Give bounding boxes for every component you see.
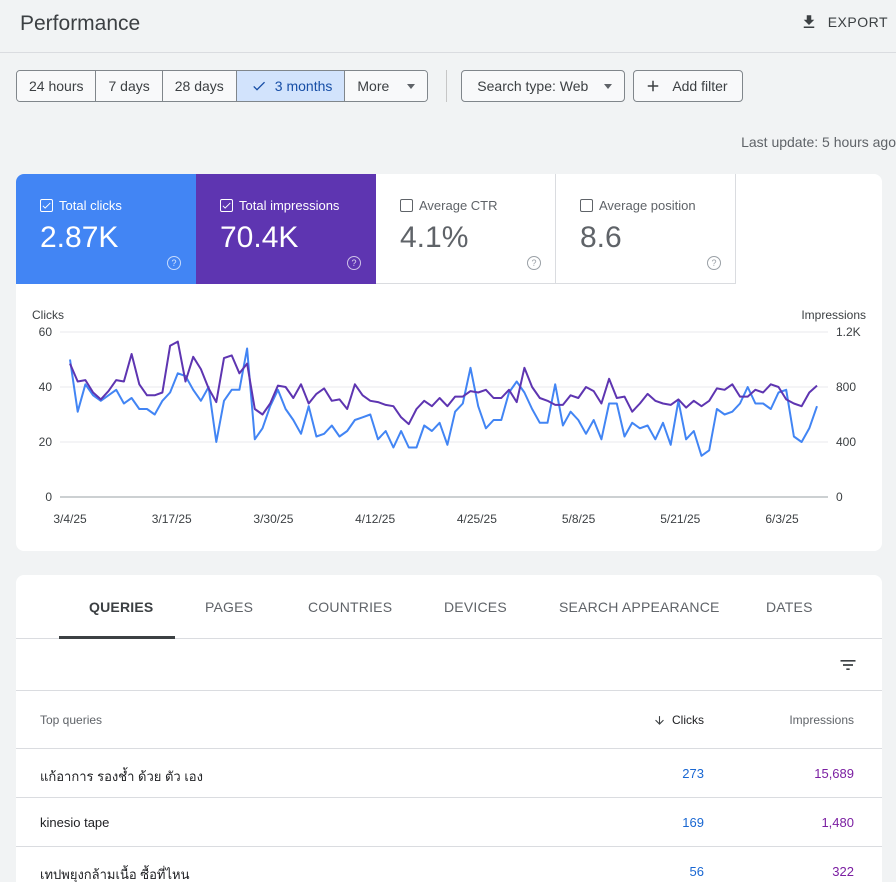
y-tick-label-left: 0 [45,490,52,504]
range-28-days[interactable]: 28 days [162,71,237,101]
plus-icon [648,80,659,92]
tab-queries[interactable]: QUERIES [89,599,154,615]
impressions-value: 322 [832,864,854,879]
top-bar: Performance EXPORT [0,0,896,53]
metric-total-clicks[interactable]: Total clicks 2.87K ? [16,174,196,284]
query-text: เทปพยุงกล้ามเนื้อ ซื้อที่ไหน [40,867,190,882]
filter-bar: 24 hours 7 days 28 days 3 months More Se… [16,70,743,102]
column-header-clicks[interactable]: Clicks [653,713,704,727]
metric-value: 70.4K [220,221,299,254]
check-icon [253,81,265,91]
y-tick-label-left: 60 [39,325,53,339]
checkbox-unchecked-icon[interactable] [580,199,593,212]
checkbox-unchecked-icon[interactable] [400,199,413,212]
column-header-queries: Top queries [40,713,103,727]
range-label: 28 days [174,78,224,94]
search-type-label: Search type: Web [477,78,589,94]
y-tick-label-right: 1.2K [836,325,861,339]
metric-value: 4.1% [400,221,469,254]
metric-value: 8.6 [580,221,622,254]
range-label: 7 days [108,78,150,94]
tab-pages[interactable]: PAGES [205,599,254,615]
clicks-value: 169 [682,815,704,830]
tab-devices[interactable]: DEVICES [444,599,507,615]
clicks-value: 273 [682,766,704,781]
page-title: Performance [20,12,141,35]
y-tick-label-left: 20 [39,435,53,449]
dimensions-card: QUERIES PAGES COUNTRIES DEVICES SEARCH A… [16,575,882,882]
metric-label: Average CTR [419,198,498,213]
range-label: 24 hours [29,78,84,94]
metric-label: Average position [599,198,696,213]
x-tick-label: 6/3/25 [765,512,799,526]
metric-label: Total clicks [59,198,122,213]
y-axis-left-title: Clicks [32,308,64,322]
table-row[interactable]: kinesio tape 169 1,480 [16,798,882,847]
range-3-months[interactable]: 3 months [236,71,346,101]
tab-search-appearance[interactable]: SEARCH APPEARANCE [559,599,720,615]
help-icon[interactable]: ? [167,256,181,270]
metric-average-ctr[interactable]: Average CTR 4.1% ? [376,174,556,284]
tab-dates[interactable]: DATES [766,599,813,615]
x-tick-label: 5/8/25 [562,512,596,526]
export-button[interactable]: EXPORT [800,13,888,31]
table-header: Top queries Clicks Impressions [16,691,882,749]
metric-total-impressions[interactable]: Total impressions 70.4K ? [196,174,376,284]
range-more-dropdown[interactable]: More [345,71,428,101]
arrow-down-icon [655,715,664,725]
range-label: More [357,78,390,94]
caret-down-icon [604,83,613,89]
search-type-dropdown[interactable]: Search type: Web [461,70,626,102]
range-24-hours[interactable]: 24 hours [17,71,97,101]
checkbox-checked-icon[interactable] [220,199,233,212]
export-label: EXPORT [827,14,888,30]
x-tick-label: 4/25/25 [457,512,497,526]
checkbox-checked-icon[interactable] [40,199,53,212]
y-axis-right-title: Impressions [801,308,866,322]
x-tick-label: 3/17/25 [152,512,192,526]
impressions-value: 1,480 [821,815,854,830]
active-tab-indicator [59,636,175,639]
query-text: kinesio tape [40,815,110,830]
clicks-header-label: Clicks [672,713,704,727]
date-range-selector: 24 hours 7 days 28 days 3 months More [16,70,429,102]
help-icon[interactable]: ? [707,256,721,270]
x-tick-label: 3/30/25 [253,512,293,526]
add-filter-button[interactable]: Add filter [633,70,743,102]
x-tick-label: 5/21/25 [660,512,700,526]
table-filter-row [16,639,882,691]
range-label: 3 months [274,78,333,94]
impressions-series-line [69,340,818,426]
metric-label: Total impressions [239,198,340,213]
tab-countries[interactable]: COUNTRIES [308,599,393,615]
query-text: แก้อาการ รองช้ำ ด้วย ตัว เอง [40,769,203,784]
clicks-value: 56 [689,864,704,879]
help-icon[interactable]: ? [347,256,361,270]
table-row[interactable]: เทปพยุงกล้ามเนื้อ ซื้อที่ไหน 56 322 [16,847,882,882]
y-tick-label-left: 40 [39,380,53,394]
metric-average-position[interactable]: Average position 8.6 ? [556,174,736,284]
last-update-text: Last update: 5 hours ago [741,134,896,150]
impressions-value: 15,689 [814,766,854,781]
clicks-series-line [69,347,818,457]
filter-list-icon[interactable] [838,655,858,675]
y-tick-label-right: 800 [836,380,856,394]
add-filter-label: Add filter [672,78,728,94]
dimension-tabs: QUERIES PAGES COUNTRIES DEVICES SEARCH A… [16,575,882,639]
metric-value: 2.87K [40,221,119,254]
caret-down-icon [407,83,416,89]
y-tick-label-right: 400 [836,435,856,449]
download-icon [803,15,814,28]
help-icon[interactable]: ? [527,256,541,270]
performance-card: Total clicks 2.87K ? Total impressions 7… [16,174,882,551]
performance-chart: Clicks Impressions 0 0 20 400 40 800 60 1.2K 3/4/2… [32,308,866,526]
y-tick-label-right: 0 [836,490,843,504]
divider [446,70,448,102]
x-tick-label: 3/4/25 [53,512,87,526]
column-header-impressions[interactable]: Impressions [789,713,854,727]
range-7-days[interactable]: 7 days [96,71,163,101]
x-tick-label: 4/12/25 [355,512,395,526]
table-row[interactable]: แก้อาการ รองช้ำ ด้วย ตัว เอง 273 15,689 [16,749,882,798]
